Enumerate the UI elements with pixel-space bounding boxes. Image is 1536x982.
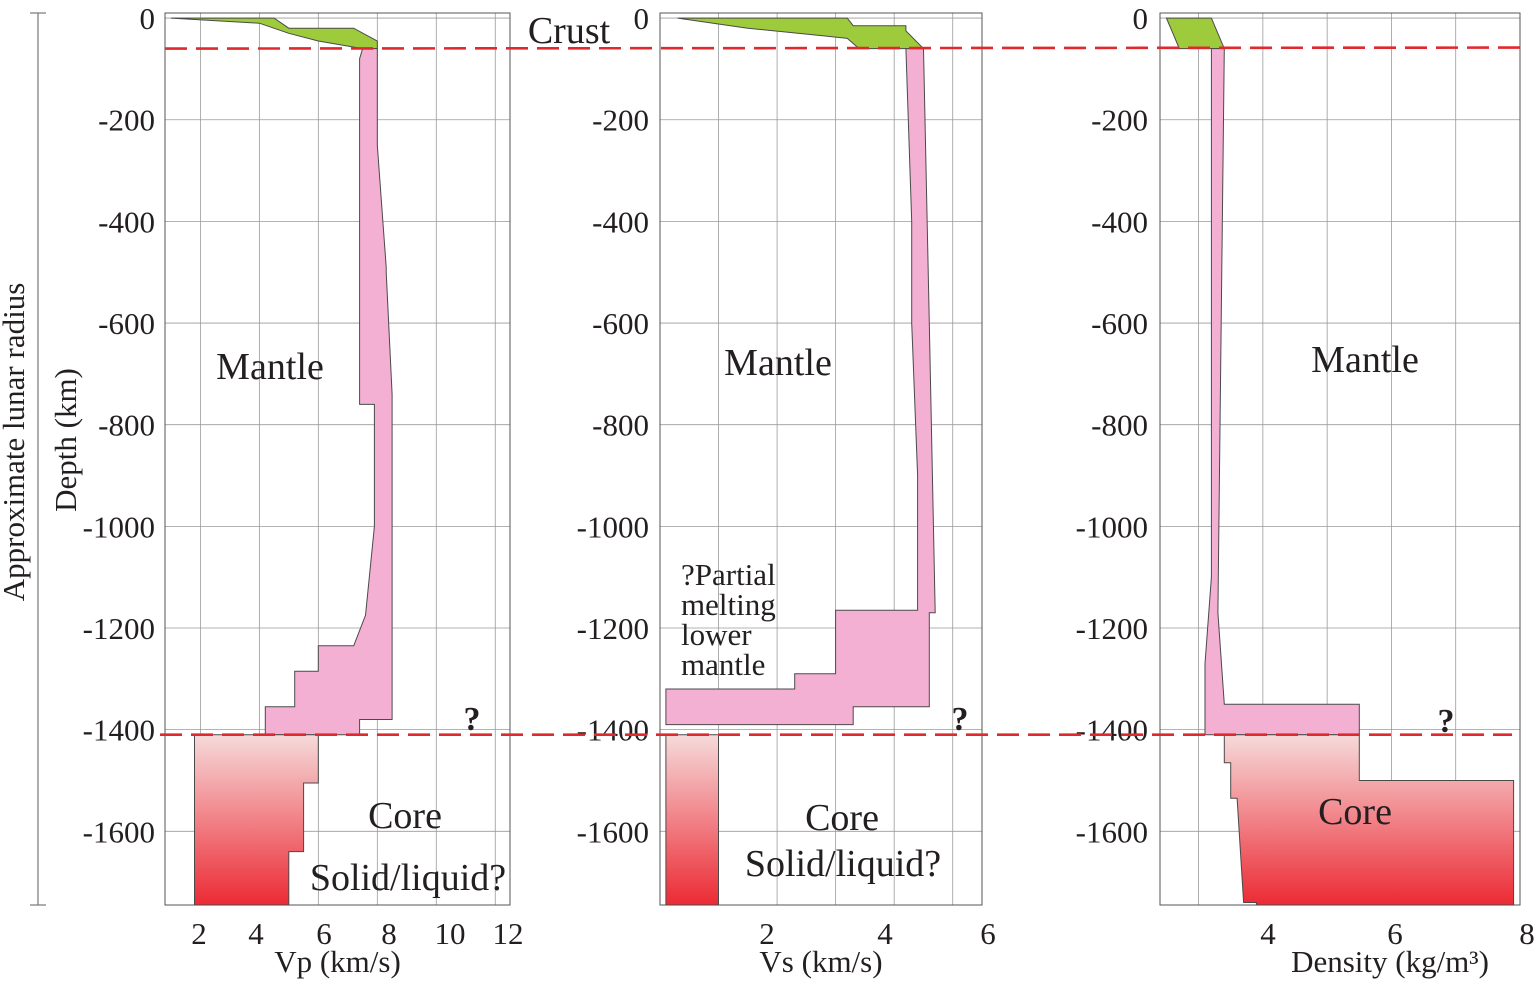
y-tick-label: -800 — [98, 408, 155, 443]
y-tick-label: -600 — [592, 306, 649, 341]
y-axis-label: Depth (km) — [48, 368, 83, 512]
y-tick-label: -800 — [592, 408, 649, 443]
mantle-region — [264, 48, 393, 736]
x-tick-label: 6 — [1387, 916, 1403, 951]
mantle-region — [1204, 48, 1360, 736]
crust-region — [677, 17, 925, 50]
y-tick-label: -800 — [1091, 408, 1148, 443]
x-tick-label: 8 — [381, 916, 397, 951]
plot-frame — [659, 12, 983, 906]
y-tick-label: -400 — [1091, 204, 1148, 239]
x-tick-label: 6 — [316, 916, 332, 951]
y-tick-label: -1200 — [1076, 611, 1148, 646]
y-tick-label: -600 — [1091, 306, 1148, 341]
partial-melting-note: ?Partial — [681, 557, 776, 592]
crust-region — [170, 17, 378, 50]
y-tick-label: -1600 — [577, 814, 649, 849]
mantle-label: Mantle — [216, 346, 324, 388]
x-axis-label: Vp (km/s) — [274, 944, 401, 979]
core-region — [1223, 734, 1515, 906]
y-tick-label: 0 — [1133, 1, 1149, 36]
core-state-label: Solid/liquid? — [745, 843, 941, 885]
vp-panel: 0 -200 -400 -600 -800 -1000 -1200 -1400 -1600 2 4 6… — [48, 1, 524, 979]
partial-melting-note: lower — [681, 617, 752, 652]
boundary-question-mark: ? — [1438, 703, 1455, 740]
crust-label: Crust — [528, 10, 611, 52]
y-tick-label: -1000 — [577, 509, 649, 544]
y-tick-label: 0 — [634, 1, 650, 36]
core-region — [194, 734, 319, 906]
y-tick-label: -400 — [98, 204, 155, 239]
y-tick-label: 0 — [140, 1, 156, 36]
y-tick-label: -200 — [592, 103, 649, 138]
y-tick-label: -1600 — [1076, 814, 1148, 849]
core-state-label: Solid/liquid? — [310, 857, 506, 899]
x-tick-label: 2 — [759, 916, 775, 951]
x-tick-label: 8 — [1519, 916, 1535, 951]
lunar-radius-bracket — [30, 12, 46, 906]
mantle-label: Mantle — [1311, 339, 1419, 381]
vs-panel: 0 -200 -400 -600 -800 -1000 -1200 -1400 -1600 2 4 6… — [528, 1, 996, 979]
y-tick-label: -1400 — [1076, 713, 1148, 748]
mantle-region — [665, 48, 936, 726]
y-tick-label: -1200 — [577, 611, 649, 646]
x-tick-label: 6 — [980, 916, 996, 951]
boundary-question-mark: ? — [952, 701, 969, 738]
y-tick-label: -1400 — [83, 713, 155, 748]
y-tick-label: -200 — [98, 103, 155, 138]
x-axis-label: Vs (km/s) — [759, 944, 882, 979]
partial-melting-note: melting — [681, 587, 776, 622]
density-panel: 0 -200 -400 -600 -800 -1000 -1200 -1400 -1600 4 6 8… — [1076, 1, 1535, 979]
x-tick-label: 10 — [435, 916, 466, 951]
crust-mantle-boundary-line — [164, 46, 1529, 50]
mantle-label: Mantle — [724, 342, 832, 384]
core-label: Core — [368, 795, 442, 837]
y-tick-label: -1000 — [1076, 509, 1148, 544]
core-label: Core — [805, 797, 879, 839]
y-tick-label: -1200 — [83, 611, 155, 646]
y-tick-label: -400 — [592, 204, 649, 239]
y-tick-label: -1400 — [577, 713, 649, 748]
y-tick-label: -600 — [98, 306, 155, 341]
boundary-question-mark: ? — [464, 701, 481, 738]
core-region — [665, 734, 719, 906]
core-label: Core — [1318, 791, 1392, 833]
plot-frame — [164, 12, 511, 906]
x-tick-label: 4 — [248, 916, 264, 951]
x-tick-label: 4 — [877, 916, 893, 951]
x-tick-label: 4 — [1260, 916, 1276, 951]
y-tick-label: -1600 — [83, 814, 155, 849]
y-tick-label: -1000 — [83, 509, 155, 544]
lunar-radius-label: Approximate lunar radius — [0, 283, 31, 602]
partial-melting-note: mantle — [681, 647, 765, 682]
x-tick-label: 2 — [191, 916, 207, 951]
x-tick-label: 12 — [493, 916, 524, 951]
crust-region — [1165, 17, 1226, 50]
y-tick-label: -200 — [1091, 103, 1148, 138]
x-axis-label: Density (kg/m³) — [1291, 944, 1489, 979]
